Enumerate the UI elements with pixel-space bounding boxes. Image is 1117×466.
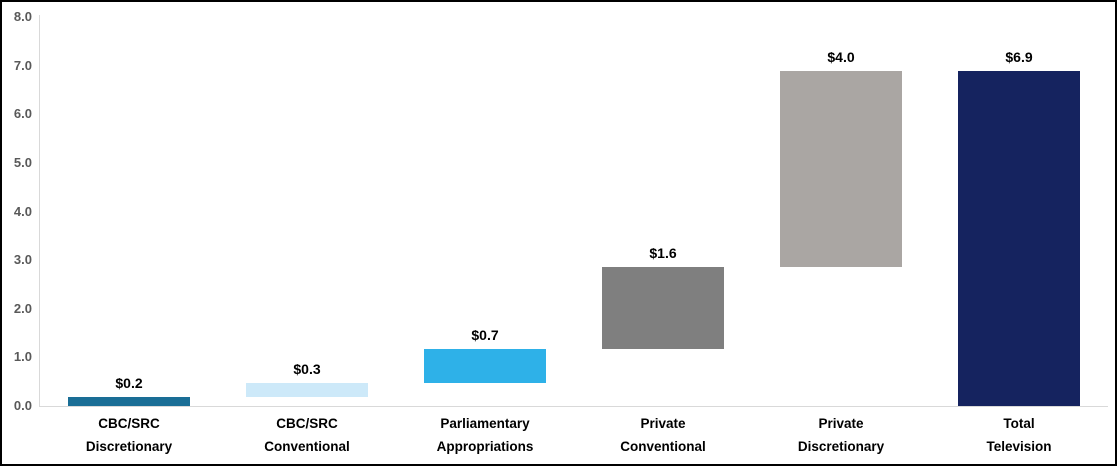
x-axis-label-line: Discretionary <box>85 439 173 454</box>
bar-value-label: $0.7 <box>471 327 499 344</box>
x-axis-label-line: CBC/SRC <box>276 416 338 431</box>
y-tick-label: 5.0 <box>13 154 32 170</box>
y-tick-label: 3.0 <box>13 252 32 268</box>
bar-total-television <box>958 70 1080 406</box>
y-tick-label: 7.0 <box>13 57 32 73</box>
bar-value-label: $4.0 <box>827 48 855 65</box>
bar-parliamentary-appropriations <box>424 349 546 384</box>
plot-area: $0.2 $0.3 $0.7 $1.6 $4.0 $6.9 <box>40 17 1108 406</box>
y-tick-label: 1.0 <box>13 349 32 365</box>
x-axis-labels: CBC/SRC Discretionary CBC/SRC Conventional P… <box>40 412 1108 458</box>
x-axis-label-total-television: Total Television <box>930 412 1108 458</box>
bar-private-discretionary <box>780 70 902 267</box>
x-axis-label-parliamentary-appropriations: Parliamentary Appropriations <box>396 412 574 458</box>
x-axis-label-line: Parliamentary <box>440 416 530 431</box>
x-axis-label-line: Private <box>818 416 864 431</box>
x-axis-label-line: Television <box>986 439 1052 454</box>
x-axis-line <box>39 406 1108 407</box>
bar-value-label: $0.2 <box>115 375 143 392</box>
bar-column-cbc-src-discretionary: $0.2 <box>40 17 218 406</box>
bar-cbc-src-discretionary <box>68 397 190 406</box>
bar-column-private-conventional: $1.6 <box>574 17 752 406</box>
y-tick-label: 0.0 <box>13 398 32 413</box>
y-tick-label: 8.0 <box>13 9 32 24</box>
y-tick-label: 4.0 <box>13 203 32 219</box>
x-axis-label-line: Conventional <box>620 439 706 454</box>
x-axis-label-line: Discretionary <box>797 439 885 454</box>
bar-private-conventional <box>602 266 724 350</box>
x-axis-label-line: Total <box>1003 416 1035 431</box>
y-axis: 0.0 1.0 2.0 3.0 4.0 5.0 6.0 7.0 8.0 <box>2 2 36 413</box>
x-axis-label-line: CBC/SRC <box>98 416 160 431</box>
x-axis-label-line: Private <box>640 416 686 431</box>
x-axis-label-private-conventional: Private Conventional <box>574 412 752 458</box>
bar-column-parliamentary-appropriations: $0.7 <box>396 17 574 406</box>
y-tick-label: 2.0 <box>13 300 32 316</box>
bar-value-label: $0.3 <box>293 361 321 378</box>
bar-value-label: $6.9 <box>1005 48 1033 65</box>
x-axis-label-cbc-src-discretionary: CBC/SRC Discretionary <box>40 412 218 458</box>
x-axis-label-line: Appropriations <box>436 439 534 454</box>
bar-column-total-television: $6.9 <box>930 17 1108 406</box>
x-axis-label-private-discretionary: Private Discretionary <box>752 412 930 458</box>
y-tick-label: 6.0 <box>13 106 32 122</box>
x-axis-label-cbc-src-conventional: CBC/SRC Conventional <box>218 412 396 458</box>
y-axis-line <box>39 15 40 406</box>
bar-value-label: $1.6 <box>649 244 677 261</box>
bar-column-cbc-src-conventional: $0.3 <box>218 17 396 406</box>
bar-column-private-discretionary: $4.0 <box>752 17 930 406</box>
x-axis-label-line: Conventional <box>264 439 350 454</box>
bar-cbc-src-conventional <box>246 383 368 398</box>
